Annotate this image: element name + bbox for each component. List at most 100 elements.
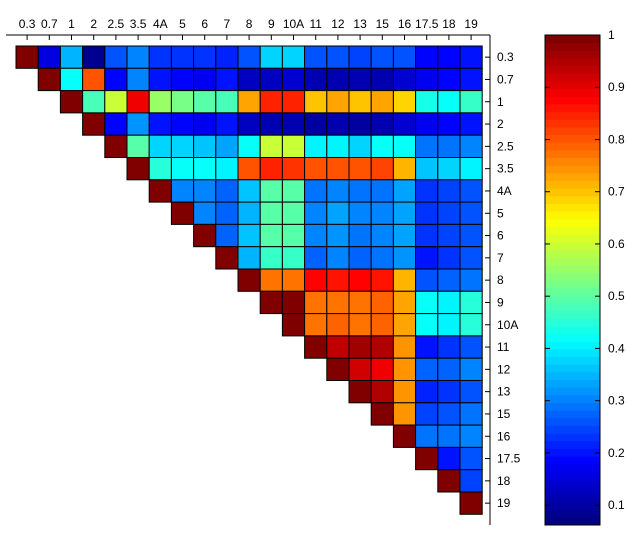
heatmap-cell [281, 246, 306, 270]
heatmap-cell [104, 112, 128, 136]
heatmap-cell [193, 45, 217, 69]
heatmap-cell [459, 112, 483, 136]
heatmap-cell [348, 45, 372, 69]
colorbar-swatch [545, 42, 600, 51]
heatmap-cell [459, 223, 483, 248]
heatmap-cell [370, 179, 394, 203]
heatmap-cell [415, 201, 439, 225]
heatmap-cell [148, 179, 172, 203]
colorbar-swatch [545, 188, 600, 197]
heatmap-cell [281, 157, 306, 181]
heatmap-cell [392, 112, 417, 136]
heatmap-cell [370, 246, 394, 270]
colorbar-tick-label: 0.2 [608, 446, 625, 460]
colorbar-swatch [545, 73, 600, 82]
colorbar-swatch [545, 448, 600, 457]
heatmap-cell [215, 45, 239, 69]
heatmap-cell [459, 380, 483, 404]
heatmap-cell [326, 246, 350, 270]
x-tick-label: 3.5 [130, 17, 147, 31]
heatmap-cell [348, 179, 372, 203]
heatmap-cell [437, 268, 461, 292]
colorbar-swatch [545, 356, 600, 365]
heatmap-cell [281, 45, 306, 69]
colorbar-swatch [545, 103, 600, 113]
colorbar-swatch [545, 134, 600, 143]
heatmap-cell [104, 134, 128, 158]
heatmap-cell [459, 491, 483, 515]
heatmap-cell [459, 201, 483, 225]
heatmap-cell [437, 469, 461, 493]
heatmap-cell [392, 157, 417, 181]
heatmap-cell [304, 290, 328, 315]
heatmap-cell [304, 134, 328, 158]
heatmap-cell [304, 201, 328, 225]
heatmap-cell [126, 157, 150, 181]
colorbar-swatch [545, 157, 600, 166]
heatmap-cell [281, 313, 306, 337]
heatmap-cell [348, 313, 372, 337]
heatmap-cell [459, 134, 483, 158]
heatmap-cell [170, 201, 195, 225]
heatmap-cell [348, 246, 372, 270]
colorbar-swatch [545, 257, 600, 266]
heatmap-cell [459, 179, 483, 203]
x-tick-label: 1 [68, 17, 75, 31]
heatmap-cell [170, 134, 195, 158]
heatmap-cell [193, 134, 217, 158]
heatmap-cell [237, 201, 261, 225]
heatmap-cell [126, 112, 150, 136]
heatmap-cell [392, 357, 417, 382]
heatmap-cell [304, 112, 328, 136]
x-tick-label: 11 [309, 17, 322, 31]
heatmap-cell [392, 134, 417, 158]
heatmap-cell [215, 246, 239, 270]
heatmap-cell [326, 67, 350, 92]
heatmap-cell [370, 402, 394, 426]
heatmap-cell [415, 112, 439, 136]
heatmap-cell [392, 179, 417, 203]
x-tick-label: 19 [464, 17, 478, 31]
x-tick-label: 0.7 [41, 17, 58, 31]
heatmap-cell [237, 90, 261, 114]
y-tick-label: 11 [497, 340, 510, 354]
heatmap-cell [193, 223, 217, 248]
heatmap-cell [304, 268, 328, 292]
colorbar-swatch [545, 226, 600, 235]
heatmap-cell [348, 380, 372, 404]
heatmap-cell [370, 357, 394, 382]
y-tick-label: 7 [497, 251, 504, 265]
y-tick-label: 19 [497, 496, 511, 510]
colorbar-swatch [545, 471, 600, 480]
heatmap-cell [392, 246, 417, 270]
heatmap-cell [237, 45, 261, 69]
heatmap-cell [326, 179, 350, 203]
heatmap-cell [193, 201, 217, 225]
colorbar-swatch [545, 241, 600, 250]
heatmap-cell [415, 424, 439, 448]
colorbar-swatch [545, 379, 600, 388]
x-tick-label: 0.3 [19, 17, 36, 31]
heatmap-cell [459, 446, 483, 471]
colorbar-swatch [545, 310, 600, 319]
heatmap-cell [392, 90, 417, 114]
x-tick-label: 6 [201, 17, 208, 31]
colorbar-swatch [545, 433, 600, 442]
colorbar-swatch [545, 211, 600, 220]
colorbar-swatch [545, 57, 600, 67]
colorbar-tick-label: 0.5 [608, 289, 625, 303]
colorbar-swatch [545, 302, 600, 312]
heatmap-cell [148, 134, 172, 158]
heatmap-cell [326, 357, 350, 382]
colorbar-swatch [545, 341, 600, 350]
heatmap-cell [304, 246, 328, 270]
heatmap-cell [415, 246, 439, 270]
heatmap-cell [348, 290, 372, 315]
colorbar-ticks: 0.1 0.2 0.3 0.4 0.5 0.6 0.7 0.8 0.9 1 [545, 28, 625, 512]
heatmap-cell [259, 45, 283, 69]
heatmap-cell [237, 223, 261, 248]
x-tick-label: 18 [442, 17, 456, 31]
heatmap-cell [237, 157, 261, 181]
x-tick-label: 2 [90, 17, 97, 31]
heatmap-cell [437, 380, 461, 404]
